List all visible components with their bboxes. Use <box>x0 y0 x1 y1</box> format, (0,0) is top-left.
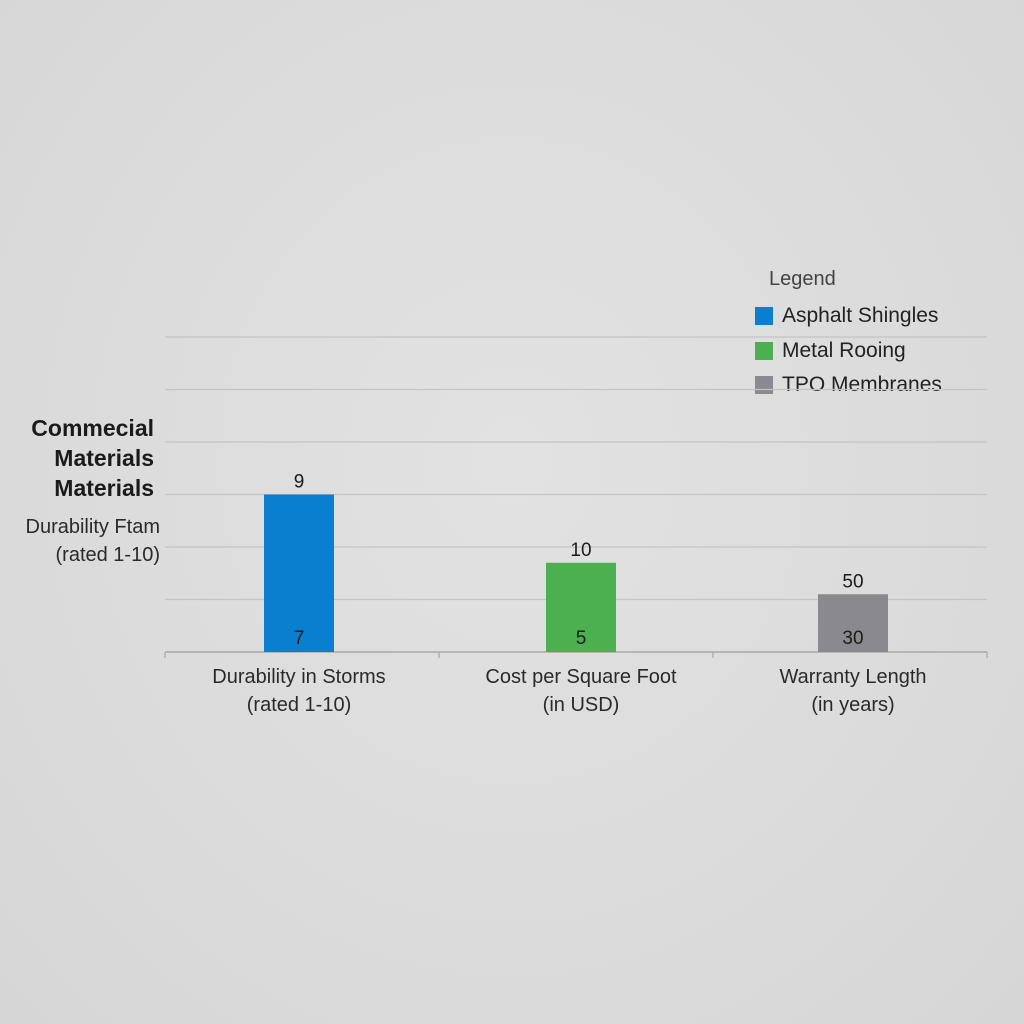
legend-item-metal-rooing: Metal Rooing <box>755 337 906 365</box>
legend-swatch-metal-rooing <box>755 342 773 360</box>
y-axis-label-line-2: (rated 1-10) <box>55 544 161 566</box>
legend-item-asphalt-shingles: Asphalt Shingles <box>755 302 938 330</box>
chart-title-line-2: Materials <box>54 445 154 471</box>
bar-1-bottom-label: 7 <box>294 628 305 649</box>
x-tick-label-3-line-2: (in years) <box>811 694 894 716</box>
bar-3-top-label: 50 <box>842 571 863 592</box>
bar-1-top-label: 9 <box>294 472 305 493</box>
x-tick-label-1-line-1: Durability in Storms <box>212 666 385 688</box>
chart-title-line-1: Commecial <box>31 415 154 441</box>
bar-2-top-label: 10 <box>570 540 591 561</box>
x-tick-label-3-line-1: Warranty Length <box>779 666 926 688</box>
bar-2-bottom-label: 5 <box>576 628 587 649</box>
bar-3 <box>818 594 888 652</box>
bar-2 <box>546 562 616 652</box>
x-tick-label-1-line-2: (rated 1-10) <box>247 694 352 716</box>
legend-swatch-asphalt-shingles <box>755 307 773 325</box>
chart-title-line-3: Materials <box>54 475 154 501</box>
legend-label-tpo-membranes: TPO Membranes <box>782 373 942 396</box>
x-tick-label-2-line-2: (in USD) <box>543 694 620 716</box>
y-axis-label-line-1: Durability Ftam <box>25 516 160 538</box>
legend-title: Legend <box>769 268 836 290</box>
legend-label-metal-rooing: Metal Rooing <box>782 339 906 362</box>
x-tick-label-2-line-1: Cost per Square Foot <box>485 666 677 688</box>
legend-label-asphalt-shingles: Asphalt Shingles <box>782 304 939 327</box>
bar-1 <box>264 494 334 652</box>
bar-3-bottom-label: 30 <box>842 628 863 649</box>
